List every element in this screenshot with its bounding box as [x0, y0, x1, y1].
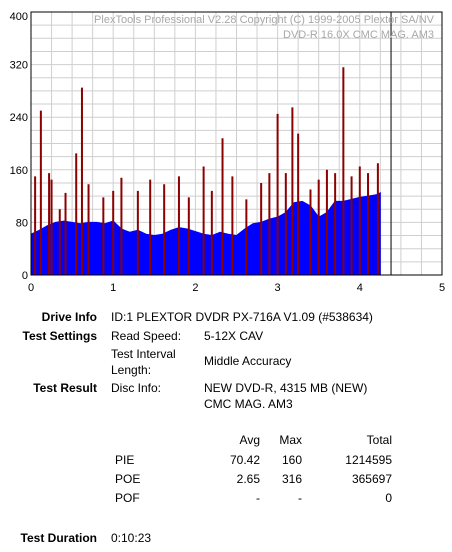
- read-speed-value: 5-12X CAV: [204, 329, 264, 343]
- chart-subtitle: DVD-R 16.0X CMC MAG. AM3: [283, 29, 434, 41]
- poe-series: [34, 67, 379, 275]
- y-tick-label: 320: [10, 60, 28, 72]
- stats-header-total: Total: [366, 433, 392, 447]
- drive-info-label: Drive Info: [41, 310, 97, 324]
- pie-poe-chart: 0 1 2 3 4 5 0 80 160 240 320 400: [10, 11, 445, 294]
- x-tick-label: 4: [357, 282, 363, 294]
- pie-area: [30, 192, 381, 276]
- y-tick-label: 160: [10, 165, 28, 177]
- stats-row-total: 1214595: [345, 453, 392, 467]
- test-settings-label: Test Settings: [22, 329, 97, 343]
- stats-header-max: Max: [279, 433, 302, 447]
- disc-info-value-line2: CMC MAG. AM3: [204, 397, 293, 411]
- stats-row-name: POE: [115, 472, 141, 486]
- stats-row-avg: -: [256, 491, 260, 505]
- test-duration-value: 0:10:23: [111, 531, 152, 545]
- pie-series: [30, 192, 381, 276]
- y-tick-label: 240: [10, 112, 28, 124]
- y-tick-label: 80: [16, 217, 28, 229]
- test-result-label: Test Result: [33, 381, 97, 395]
- x-tick-label: 5: [439, 282, 445, 294]
- x-tick-label: 0: [28, 282, 34, 294]
- chart-title: PlexTools Professional V2.28 Copyright (…: [94, 14, 434, 26]
- y-tick-label: 400: [10, 11, 28, 23]
- stats-row-avg: 70.42: [229, 453, 260, 467]
- stats-header-avg: Avg: [239, 433, 260, 447]
- read-speed-label: Read Speed:: [111, 329, 182, 343]
- stats-row-max: 160: [281, 453, 302, 467]
- plot-frame: [30, 11, 443, 276]
- test-duration-label: Test Duration: [20, 531, 97, 545]
- stats-row-name: POF: [115, 491, 140, 505]
- stats-row-max: -: [298, 491, 302, 505]
- test-interval-label-line1: Test Interval: [111, 347, 176, 361]
- test-interval-label-line2: Length:: [111, 363, 152, 377]
- stats-row-total: 0: [385, 491, 392, 505]
- stats-row-avg: 2.65: [236, 472, 260, 486]
- axis-ticks: 0 1 2 3 4 5 0 80 160 240 320 400: [10, 11, 445, 294]
- stats-row-name: PIE: [115, 453, 135, 467]
- disc-info-label: Disc Info:: [111, 381, 162, 395]
- x-tick-label: 3: [275, 282, 281, 294]
- x-tick-label: 2: [192, 282, 198, 294]
- y-tick-label: 0: [22, 270, 28, 282]
- x-tick-label: 1: [110, 282, 116, 294]
- drive-info-value: ID:1 PLEXTOR DVDR PX-716A V1.09 (#538634…: [111, 310, 373, 324]
- disc-info-value-line1: NEW DVD-R, 4315 MB (NEW): [204, 381, 368, 395]
- stats-row-max: 316: [281, 472, 302, 486]
- test-interval-value: Middle Accuracy: [204, 354, 292, 368]
- stats-row-total: 365697: [351, 472, 392, 486]
